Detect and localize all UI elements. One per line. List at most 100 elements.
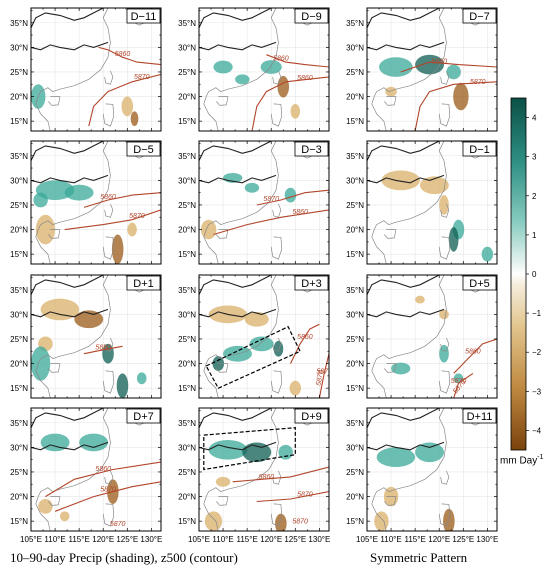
panel-label-box [462, 408, 497, 424]
panel-frame [30, 407, 162, 532]
y-tick-label: 25°N [346, 68, 364, 77]
panel-content: 5860 5870 5870 [31, 408, 161, 531]
contour-label: 5870 [292, 519, 308, 526]
panel-frame [366, 407, 498, 532]
basin-boundary [367, 275, 440, 295]
precip-anomaly-patch [260, 60, 282, 74]
panel-label: D−3 [301, 144, 322, 156]
panel-label-box [294, 275, 329, 291]
y-tick-label: 35°N [178, 419, 196, 428]
contour-label: 5870 [297, 492, 313, 499]
contour-label: 5860 [431, 59, 447, 66]
y-tick-label: 15°N [178, 517, 196, 526]
coastline [104, 203, 114, 218]
panel-label-box [126, 8, 161, 24]
yangtze-line [31, 41, 109, 51]
basin-boundary [367, 8, 440, 28]
y-tick-label: 35°N [346, 152, 364, 161]
coastline [102, 370, 115, 394]
basin-boundary [31, 408, 104, 428]
contour-label: 5870 [316, 368, 332, 375]
coastline [438, 503, 451, 527]
precip-anomaly-patch [481, 246, 494, 262]
precip-anomaly-patch [376, 447, 416, 468]
coastline [371, 8, 447, 131]
x-tick-label: 105°E [20, 535, 42, 544]
x-tick-label: 120°E [260, 535, 282, 544]
y-tick-label: 20°N [178, 493, 196, 502]
map-panel: 5860 5870 D−3 35°N 30°N 25°N 20°N 15°N [178, 140, 330, 265]
coastline [272, 470, 282, 485]
basin-boundary [367, 408, 440, 428]
precip-anomaly-patch [127, 222, 137, 237]
colorbar-tick-label: −1 [532, 309, 542, 318]
coastline [272, 337, 282, 352]
panel-label-box [294, 408, 329, 424]
y-tick-label: 15°N [178, 384, 196, 393]
contour-label: 5860 [297, 75, 313, 82]
precip-anomaly-patch [415, 442, 445, 463]
contour-label: 5870 [451, 378, 467, 385]
y-tick-label: 35°N [178, 286, 196, 295]
precip-anomaly-patch [59, 511, 70, 522]
colorbar-tick-label: 2 [532, 192, 537, 201]
y-tick-label: 25°N [10, 68, 28, 77]
basin-boundary [199, 141, 272, 161]
panel-label: D+7 [133, 411, 154, 423]
coastline [270, 370, 283, 394]
coastline [203, 408, 279, 531]
x-tick-label: 110°E [380, 535, 401, 544]
coastline [272, 70, 282, 85]
y-tick-label: 20°N [10, 360, 28, 369]
panel-frame [198, 140, 330, 265]
precip-anomaly-patch [64, 184, 94, 201]
y-tick-label: 30°N [10, 43, 28, 52]
precip-anomaly-patch [111, 234, 124, 264]
panel-frame [366, 274, 498, 399]
yangtze-line [31, 174, 109, 184]
colorbar-tick-label: −2 [532, 348, 542, 357]
y-tick-label: 30°N [346, 43, 364, 52]
y-tick-label: 20°N [178, 360, 196, 369]
coastline [216, 229, 229, 239]
panel-content: 5870 5860 [367, 8, 497, 131]
panel-label: D−7 [469, 11, 490, 23]
panel-background [367, 408, 497, 531]
coastline [102, 503, 115, 527]
precip-anomaly-patch [215, 476, 231, 487]
z500-contour [266, 54, 329, 68]
contour-label: 5860 [259, 474, 275, 481]
z500-contour [414, 81, 497, 131]
colorbar-bar [510, 97, 527, 451]
x-tick-label: 130°E [476, 535, 498, 544]
panel-label-box [294, 141, 329, 157]
y-tick-label: 35°N [346, 19, 364, 28]
map-panel: 5860 5870 5870 D+9 35°N 30°N 25°N 20°N 15°N 105°E… [178, 407, 330, 544]
contour-label: 5860 [273, 56, 289, 63]
coastline [35, 8, 111, 131]
y-tick-label: 25°N [10, 468, 28, 477]
precip-anomaly-patch [31, 346, 51, 381]
precip-anomaly-patch [244, 182, 260, 193]
basin-boundary [31, 275, 104, 295]
y-tick-label: 25°N [178, 68, 196, 77]
coastline [384, 363, 397, 373]
y-tick-label: 20°N [346, 93, 364, 102]
y-tick-label: 30°N [346, 443, 364, 452]
panel-label: D+9 [301, 411, 322, 423]
y-tick-label: 30°N [10, 310, 28, 319]
y-tick-label: 35°N [10, 152, 28, 161]
panel-background [199, 141, 329, 264]
precip-anomaly-patch [273, 340, 284, 357]
coastline [216, 96, 229, 106]
yangtze-line [367, 174, 445, 184]
precip-anomaly-patch [74, 310, 104, 329]
y-tick-label: 25°N [10, 335, 28, 344]
colorbar-tick-label: 0 [532, 270, 537, 279]
y-tick-label: 25°N [10, 201, 28, 210]
right-caption: Symmetric Pattern [370, 550, 468, 565]
precip-anomaly-patch [289, 380, 302, 396]
y-tick-label: 30°N [10, 176, 28, 185]
x-tick-label: 120°E [92, 535, 114, 544]
coastline [48, 229, 61, 239]
